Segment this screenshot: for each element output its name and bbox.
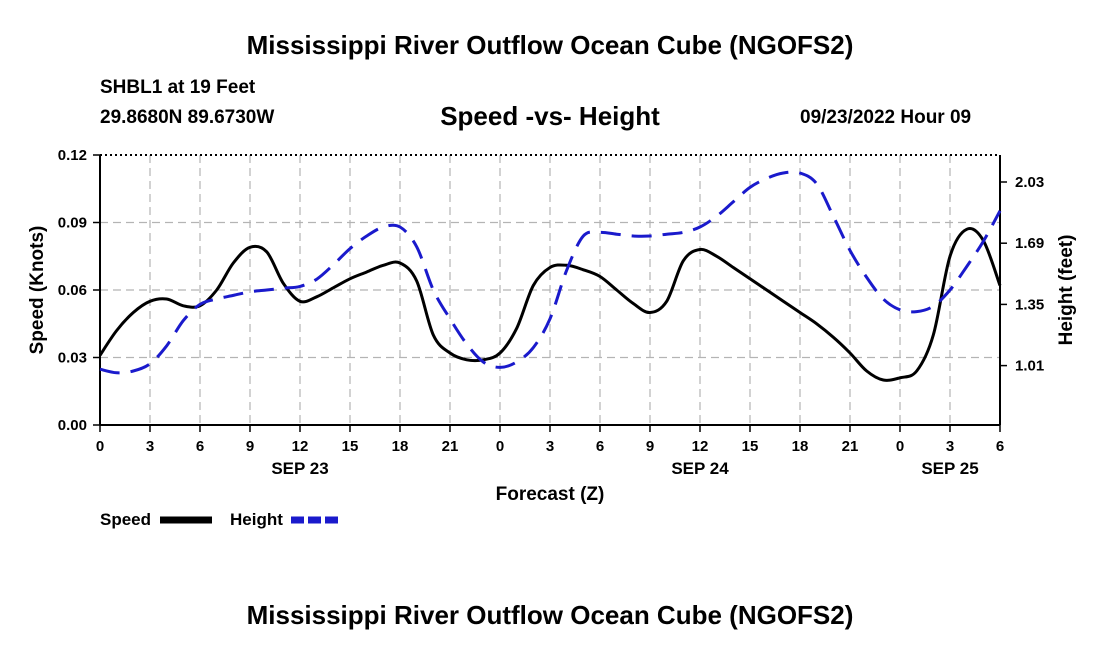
date-label: SEP 24 (671, 459, 729, 478)
legend: Speed Height (100, 510, 342, 529)
x-tick-label: 21 (842, 438, 859, 455)
x-tick-label: 0 (96, 438, 104, 455)
x-tick-label: 3 (146, 438, 154, 455)
axes (93, 154, 1007, 432)
date-label: SEP 23 (271, 459, 328, 478)
date-label: SEP 25 (921, 459, 978, 478)
speed-series-line (98, 227, 1002, 382)
x-tick-label: 3 (546, 438, 554, 455)
grid (100, 155, 1000, 425)
x-tick-label: 9 (646, 438, 654, 455)
y2-tick-label: 2.03 (1015, 174, 1044, 191)
y-tick-label: 0.00 (58, 417, 87, 434)
footer-title: Mississippi River Outflow Ocean Cube (NG… (246, 600, 854, 630)
legend-label-height: Height (230, 510, 283, 529)
x-tick-label: 6 (996, 438, 1004, 455)
y2-axis-title: Height (feet) (1056, 235, 1077, 346)
y-tick-label: 0.03 (58, 350, 87, 367)
y-tick-label: 0.12 (58, 147, 87, 164)
series-lines (98, 170, 1002, 382)
x-tick-label: 21 (442, 438, 459, 455)
x-tick-label: 3 (946, 438, 954, 455)
y2-tick-label: 1.01 (1015, 358, 1044, 375)
y2-tick-label: 1.69 (1015, 235, 1044, 252)
station-coordinates: 29.8680N 89.6730W (100, 107, 275, 128)
chart-title: Speed -vs- Height (440, 101, 660, 131)
axis-labels: 0 3 6 9 12 15 18 21 0 3 6 9 12 15 18 21 0 3 6 SEP 23 SEP 24 S… (27, 147, 1077, 505)
x-tick-label: 15 (742, 438, 759, 455)
legend-label-speed: Speed (100, 510, 151, 529)
station-label: SHBL1 at 19 Feet (100, 77, 256, 98)
y-tick-label: 0.09 (58, 215, 87, 232)
x-tick-label: 15 (342, 438, 359, 455)
y2-tick-label: 1.35 (1015, 296, 1044, 313)
forecast-date: 09/23/2022 Hour 09 (800, 107, 972, 128)
page-title: Mississippi River Outflow Ocean Cube (NG… (246, 30, 854, 60)
x-tick-label: 6 (196, 438, 204, 455)
y-tick-label: 0.06 (58, 282, 87, 299)
x-tick-label: 0 (896, 438, 904, 455)
x-tick-label: 18 (792, 438, 809, 455)
x-tick-label: 9 (246, 438, 254, 455)
x-tick-label: 6 (596, 438, 604, 455)
x-axis-title: Forecast (Z) (496, 484, 605, 505)
x-tick-label: 12 (692, 438, 709, 455)
x-tick-label: 0 (496, 438, 504, 455)
x-tick-label: 12 (292, 438, 309, 455)
y-axis-title: Speed (Knots) (27, 226, 48, 355)
height-series-line (99, 170, 1002, 375)
x-tick-label: 18 (392, 438, 409, 455)
